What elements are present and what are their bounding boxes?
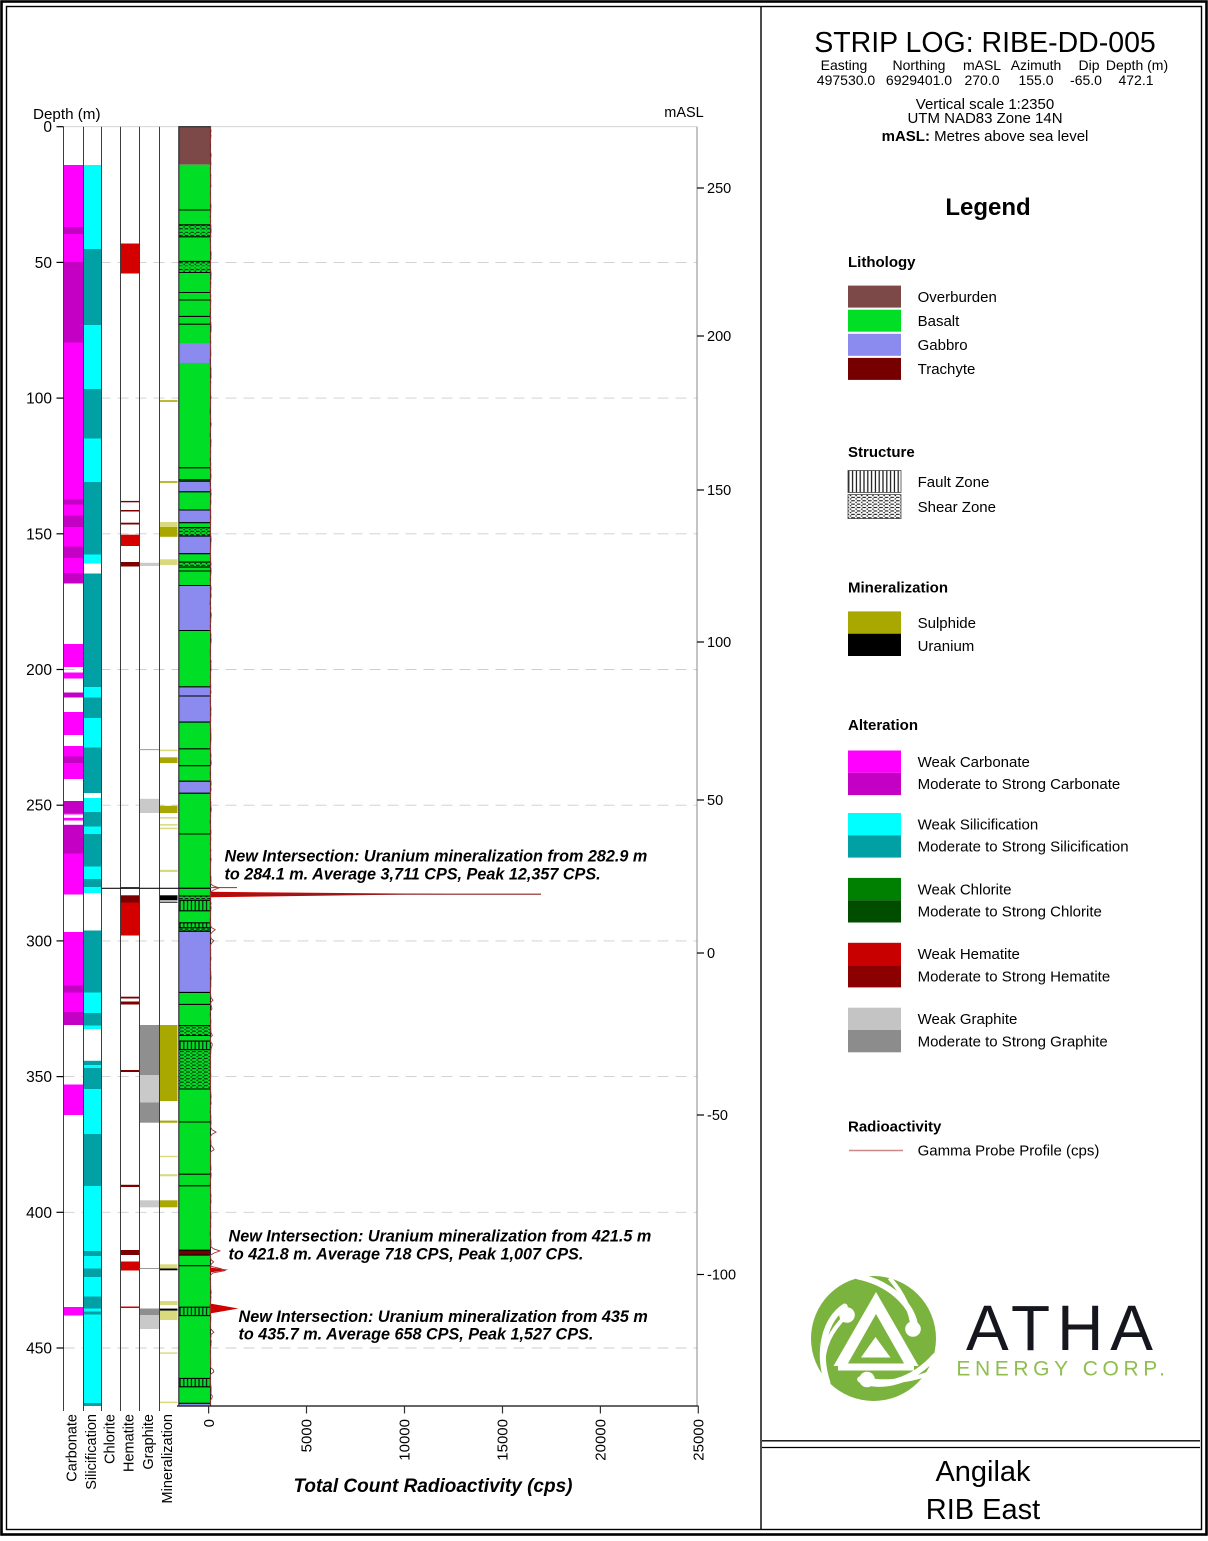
- svg-text:350: 350: [26, 1069, 52, 1086]
- svg-text:300: 300: [26, 933, 52, 950]
- svg-text:270.0: 270.0: [964, 72, 999, 88]
- svg-text:-65.0: -65.0: [1070, 72, 1102, 88]
- svg-text:Lithology: Lithology: [848, 254, 916, 271]
- svg-text:Fault Zone: Fault Zone: [918, 474, 990, 491]
- svg-text:250: 250: [26, 798, 52, 815]
- svg-text:-50: -50: [707, 1108, 728, 1124]
- svg-text:Chlorite: Chlorite: [103, 1414, 119, 1464]
- svg-text:Moderate to Strong Graphite: Moderate to Strong Graphite: [918, 1033, 1108, 1050]
- svg-text:15000: 15000: [495, 1419, 512, 1461]
- svg-text:Dip: Dip: [1078, 57, 1099, 73]
- svg-text:Angilak: Angilak: [935, 1456, 1031, 1488]
- svg-text:Weak Hematite: Weak Hematite: [918, 946, 1020, 963]
- svg-text:Legend: Legend: [945, 194, 1030, 221]
- svg-text:mASL: Metres above sea level: mASL: Metres above sea level: [882, 128, 1089, 145]
- svg-text:Depth (m): Depth (m): [1106, 57, 1168, 73]
- svg-text:Easting: Easting: [821, 57, 868, 73]
- svg-text:10000: 10000: [397, 1419, 414, 1461]
- svg-text:6929401.0: 6929401.0: [886, 72, 952, 88]
- svg-text:New Intersection: Uranium mine: New Intersection: Uranium mineralization…: [225, 848, 648, 866]
- svg-text:UTM NAD83 Zone 14N: UTM NAD83 Zone 14N: [907, 110, 1062, 127]
- svg-text:100: 100: [26, 391, 52, 408]
- svg-text:Depth (m): Depth (m): [33, 106, 101, 123]
- svg-text:Azimuth: Azimuth: [1011, 57, 1062, 73]
- svg-text:0: 0: [43, 119, 52, 136]
- svg-text:New Intersection: Uranium mine: New Intersection: Uranium mineralization…: [239, 1308, 648, 1326]
- svg-text:Structure: Structure: [848, 444, 915, 461]
- svg-text:Shear Zone: Shear Zone: [918, 499, 996, 516]
- svg-text:450: 450: [26, 1341, 52, 1358]
- svg-text:Moderate to Strong Chlorite: Moderate to Strong Chlorite: [918, 904, 1102, 921]
- svg-text:Weak Carbonate: Weak Carbonate: [918, 754, 1030, 771]
- svg-text:ATHA: ATHA: [966, 1292, 1160, 1364]
- svg-text:150: 150: [707, 483, 731, 499]
- svg-text:-100: -100: [707, 1268, 736, 1284]
- svg-text:Vertical scale 1:2350: Vertical scale 1:2350: [916, 96, 1054, 113]
- svg-text:472.1: 472.1: [1118, 72, 1153, 88]
- svg-text:20000: 20000: [593, 1419, 610, 1461]
- svg-text:Carbonate: Carbonate: [65, 1414, 81, 1482]
- svg-text:250: 250: [707, 181, 731, 197]
- svg-text:Hematite: Hematite: [122, 1414, 138, 1472]
- svg-text:50: 50: [707, 793, 723, 809]
- svg-text:Moderate to Strong Carbonate: Moderate to Strong Carbonate: [918, 776, 1121, 793]
- svg-text:100: 100: [707, 635, 731, 651]
- svg-text:155.0: 155.0: [1018, 72, 1053, 88]
- svg-text:Weak Chlorite: Weak Chlorite: [918, 881, 1012, 898]
- svg-text:Trachyte: Trachyte: [918, 361, 976, 378]
- svg-text:497530.0: 497530.0: [817, 72, 876, 88]
- svg-text:0: 0: [707, 946, 715, 962]
- svg-text:ENERGY CORP.: ENERGY CORP.: [956, 1358, 1169, 1381]
- svg-text:Gabbro: Gabbro: [918, 337, 968, 354]
- svg-text:RIB East: RIB East: [926, 1494, 1040, 1526]
- svg-text:Weak Graphite: Weak Graphite: [918, 1011, 1018, 1028]
- svg-text:200: 200: [707, 329, 731, 345]
- svg-text:STRIP LOG: RIBE-DD-005: STRIP LOG: RIBE-DD-005: [814, 27, 1156, 59]
- svg-text:Alteration: Alteration: [848, 717, 918, 734]
- svg-text:Gamma Probe Profile (cps): Gamma Probe Profile (cps): [918, 1142, 1100, 1159]
- svg-text:Weak Silicification: Weak Silicification: [918, 816, 1039, 833]
- svg-text:200: 200: [26, 662, 52, 679]
- svg-text:Overburden: Overburden: [918, 289, 997, 306]
- svg-text:to 435.7 m. Average 658 CPS, P: to 435.7 m. Average 658 CPS, Peak 1,527 …: [239, 1326, 594, 1344]
- svg-text:mASL: mASL: [664, 105, 704, 121]
- svg-text:Moderate to Strong Silicificat: Moderate to Strong Silicification: [918, 839, 1129, 856]
- svg-text:5000: 5000: [299, 1419, 316, 1452]
- svg-text:0: 0: [201, 1419, 218, 1427]
- svg-text:Sulphide: Sulphide: [918, 615, 976, 632]
- svg-text:25000: 25000: [691, 1419, 708, 1461]
- svg-text:Basalt: Basalt: [918, 313, 961, 330]
- svg-text:150: 150: [26, 526, 52, 543]
- svg-text:400: 400: [26, 1205, 52, 1222]
- svg-text:New Intersection: Uranium mine: New Intersection: Uranium mineralization…: [229, 1228, 652, 1246]
- svg-text:Moderate to Strong Hematite: Moderate to Strong Hematite: [918, 969, 1111, 986]
- svg-text:Silicification: Silicification: [84, 1414, 100, 1490]
- svg-text:Graphite: Graphite: [141, 1414, 157, 1470]
- svg-text:Radioactivity: Radioactivity: [848, 1119, 942, 1136]
- svg-text:Northing: Northing: [893, 57, 946, 73]
- svg-text:50: 50: [35, 255, 53, 272]
- svg-text:mASL: mASL: [963, 57, 1001, 73]
- svg-text:Uranium: Uranium: [918, 638, 975, 655]
- svg-text:to 421.8 m. Average 718 CPS, P: to 421.8 m. Average 718 CPS, Peak 1,007 …: [229, 1246, 584, 1264]
- svg-text:Mineralization: Mineralization: [848, 580, 948, 597]
- svg-text:to 284.1 m. Average 3,711 CPS,: to 284.1 m. Average 3,711 CPS, Peak 12,3…: [225, 866, 601, 884]
- svg-text:Mineralization: Mineralization: [160, 1414, 176, 1503]
- svg-text:Total Count Radioactivity (cps: Total Count Radioactivity (cps): [293, 1476, 572, 1497]
